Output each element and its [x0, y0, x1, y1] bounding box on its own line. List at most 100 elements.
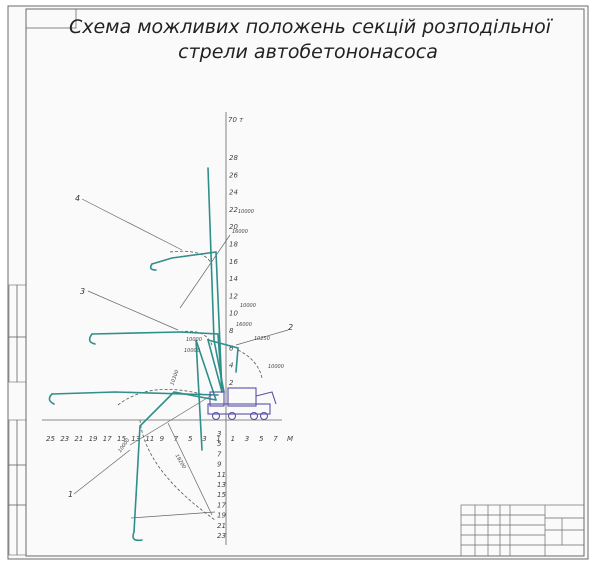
inner-frame: [25, 8, 585, 557]
horizontal-tick-label: 25: [46, 435, 55, 443]
horizontal-tick-label: 1: [231, 435, 235, 443]
truck-chassis: [207, 403, 271, 415]
vertical-tick-label: 2: [229, 379, 234, 387]
position-label-2: 2: [288, 323, 293, 332]
vertical-tick-label: 3: [217, 430, 221, 438]
horizontal-tick-label: 23: [60, 435, 69, 443]
boom-position-1: [133, 391, 217, 533]
leader-line-1b: [130, 511, 216, 519]
horizontal-axis-unit: М: [287, 435, 293, 443]
diagram-title-line1: Схема можливих положень секцій розподіль…: [69, 16, 554, 38]
left-margin-boxes: [8, 284, 27, 556]
vertical-tick-label: 9: [217, 461, 222, 469]
vertical-tick-label: 18: [229, 241, 238, 249]
outer-frame: [7, 5, 589, 560]
boom-position-3-hose: [88, 333, 96, 345]
horizontal-tick-label: 17: [103, 435, 112, 443]
dimension-label: 10000: [238, 209, 254, 215]
vertical-tick-label: 4: [229, 362, 233, 370]
leader-line-2: [235, 329, 289, 346]
boom-position-4: [151, 251, 223, 393]
vertical-tick-label: 11: [217, 471, 226, 479]
dimension-label: 10300: [169, 369, 180, 386]
horizontal-tick-label: 1: [216, 435, 220, 443]
horizontal-tick-label: 15: [117, 435, 126, 443]
vertical-tick-label: 21: [217, 522, 226, 530]
vertical-tick-label: 20: [229, 223, 238, 231]
vertical-axis-lower-tick-labels: 3 5 7 9 11 13 15 17 19 21 23: [217, 430, 226, 540]
horizontal-tick-label: 3: [202, 435, 206, 443]
leader-lines: [73, 198, 289, 519]
vertical-tick-label: 19: [217, 512, 226, 520]
vertical-tick-label: 5: [217, 440, 222, 448]
vertical-tick-label: 7: [217, 450, 222, 458]
horizontal-tick-label: 7: [174, 435, 179, 443]
vertical-tick-label: 12: [229, 292, 238, 300]
vertical-tick-label: 8: [229, 327, 234, 335]
vertical-tick-label: 28: [229, 154, 238, 162]
vertical-tick-label: 14: [229, 275, 238, 283]
dimension-label: 10000: [186, 337, 202, 343]
vertical-axis-tick-labels: 28 26 24 22 20 18 16 14 12 10 8 6 4 2: [229, 154, 238, 387]
horizontal-tick-label: 5: [188, 435, 193, 443]
boom-position-4-hose: [149, 263, 157, 271]
horizontal-tick-label: 21: [74, 435, 83, 443]
horizontal-tick-label: 5: [259, 435, 264, 443]
leader-line-1: [73, 449, 131, 495]
reach-arc-lower: [139, 419, 216, 521]
truck-wheel-2: [227, 411, 237, 421]
vertical-tick-label: 22: [229, 206, 238, 214]
vertical-tick-label: 24: [229, 189, 238, 197]
dimension-label: 10250: [254, 336, 270, 342]
horizontal-tick-label: 3: [245, 435, 249, 443]
leader-line-4: [81, 198, 183, 251]
dimension-label: 16000: [236, 322, 252, 328]
dimension-label: 10000: [240, 303, 256, 309]
diagram-title-line2: стрели автобетононасоса: [178, 41, 438, 63]
truck-boom-mount: [255, 391, 277, 405]
boom-sections: [48, 167, 239, 542]
truck-body: [227, 387, 257, 407]
reach-arc-position-2: [237, 349, 263, 379]
dimension-label: 16000: [232, 229, 248, 235]
truck-wheel-4: [259, 411, 269, 421]
support-diagonal-2: [129, 394, 213, 446]
vertical-tick-label: 15: [217, 491, 226, 499]
boom-position-1-hose: [132, 531, 143, 542]
truck-wheel-3: [249, 411, 259, 421]
truck-wheel-1: [211, 411, 221, 421]
boom-slanted: [195, 339, 217, 451]
vertical-tick-label: 10: [229, 310, 238, 318]
dimension-label: 10000: [268, 364, 284, 370]
vertical-tick-label: 16: [229, 258, 238, 266]
boom-position-2: [206, 338, 239, 393]
vertical-tick-label: 23: [217, 532, 226, 540]
horizontal-tick-label: 11: [145, 435, 154, 443]
horizontal-tick-label: 7: [273, 435, 278, 443]
reach-arc-mid: [117, 389, 206, 406]
vertical-tick-label: 13: [217, 481, 226, 489]
position-label-3: 3: [80, 287, 85, 296]
vertical-tick-label: 17: [217, 501, 226, 509]
boom-horizontal-hose: [48, 393, 55, 405]
horizontal-axis-tick-labels: 25 23 21 19 17 15 13 11 9 7 5 3 1 1 3 5 7: [46, 435, 278, 443]
reach-arc-position-4: [169, 250, 213, 266]
vertical-tick-label: 6: [229, 344, 234, 352]
dimension-label: 10000: [184, 348, 200, 354]
position-label-4: 4: [75, 194, 80, 203]
support-diagonal-1: [179, 234, 231, 309]
truck-cab: [209, 391, 225, 407]
title-block: [460, 504, 585, 557]
pump-truck: [207, 387, 277, 421]
position-label-1: 1: [68, 490, 73, 499]
vertical-tick-label: 26: [229, 171, 238, 179]
horizontal-tick-label: 19: [89, 435, 98, 443]
boom-position-3: [91, 331, 223, 393]
horizontal-tick-label: 13: [131, 435, 140, 443]
corner-stamp-box: [25, 8, 77, 29]
horizontal-tick-label: 9: [160, 435, 165, 443]
support-diagonal-3: [167, 422, 213, 516]
vertical-axis-top-label: 70 т: [228, 116, 244, 124]
leader-line-3: [87, 290, 179, 331]
